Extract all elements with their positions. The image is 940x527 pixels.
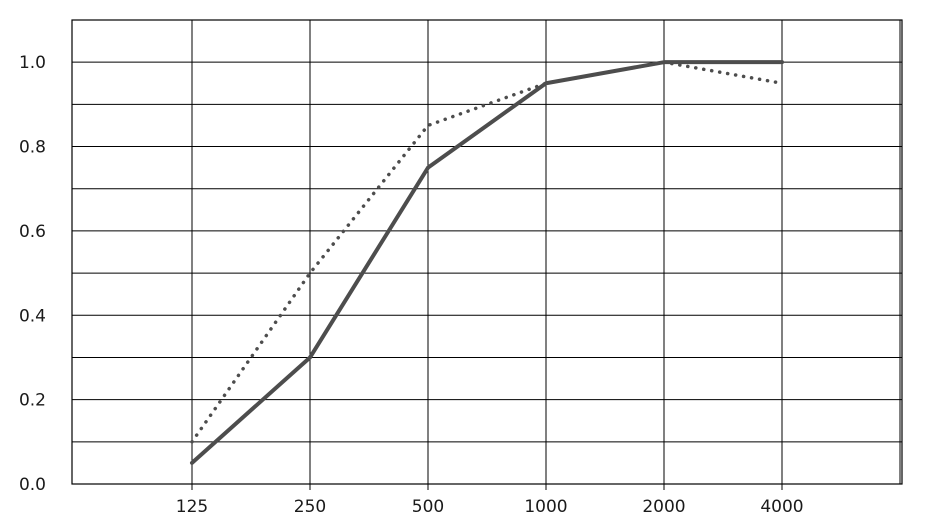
x-tick-label: 125 bbox=[176, 497, 208, 517]
series-lines bbox=[190, 60, 784, 465]
y-tick-label: 0.4 bbox=[19, 306, 46, 326]
x-tick-label: 500 bbox=[412, 497, 444, 517]
series-line-dotted bbox=[190, 60, 784, 444]
plot-frame bbox=[71, 19, 903, 485]
x-tick-labels: 125 250 500 1000 2000 4000 bbox=[176, 497, 804, 517]
y-tick-label: 0.0 bbox=[19, 475, 46, 495]
y-tick-labels: 0.0 0.2 0.4 0.6 0.8 1.0 bbox=[19, 53, 46, 495]
x-tick-label: 1000 bbox=[524, 497, 567, 517]
x-tick-label: 4000 bbox=[760, 497, 803, 517]
y-tick-label: 0.8 bbox=[19, 138, 46, 158]
y-tick-label: 0.2 bbox=[19, 391, 46, 411]
y-tick-label: 1.0 bbox=[19, 53, 46, 73]
plot-border bbox=[71, 19, 903, 485]
series-line-solid bbox=[190, 60, 784, 465]
x-tick-label: 2000 bbox=[642, 497, 685, 517]
y-tick-label: 0.6 bbox=[19, 222, 46, 242]
x-tick-label: 250 bbox=[294, 497, 326, 517]
grid bbox=[72, 20, 902, 490]
